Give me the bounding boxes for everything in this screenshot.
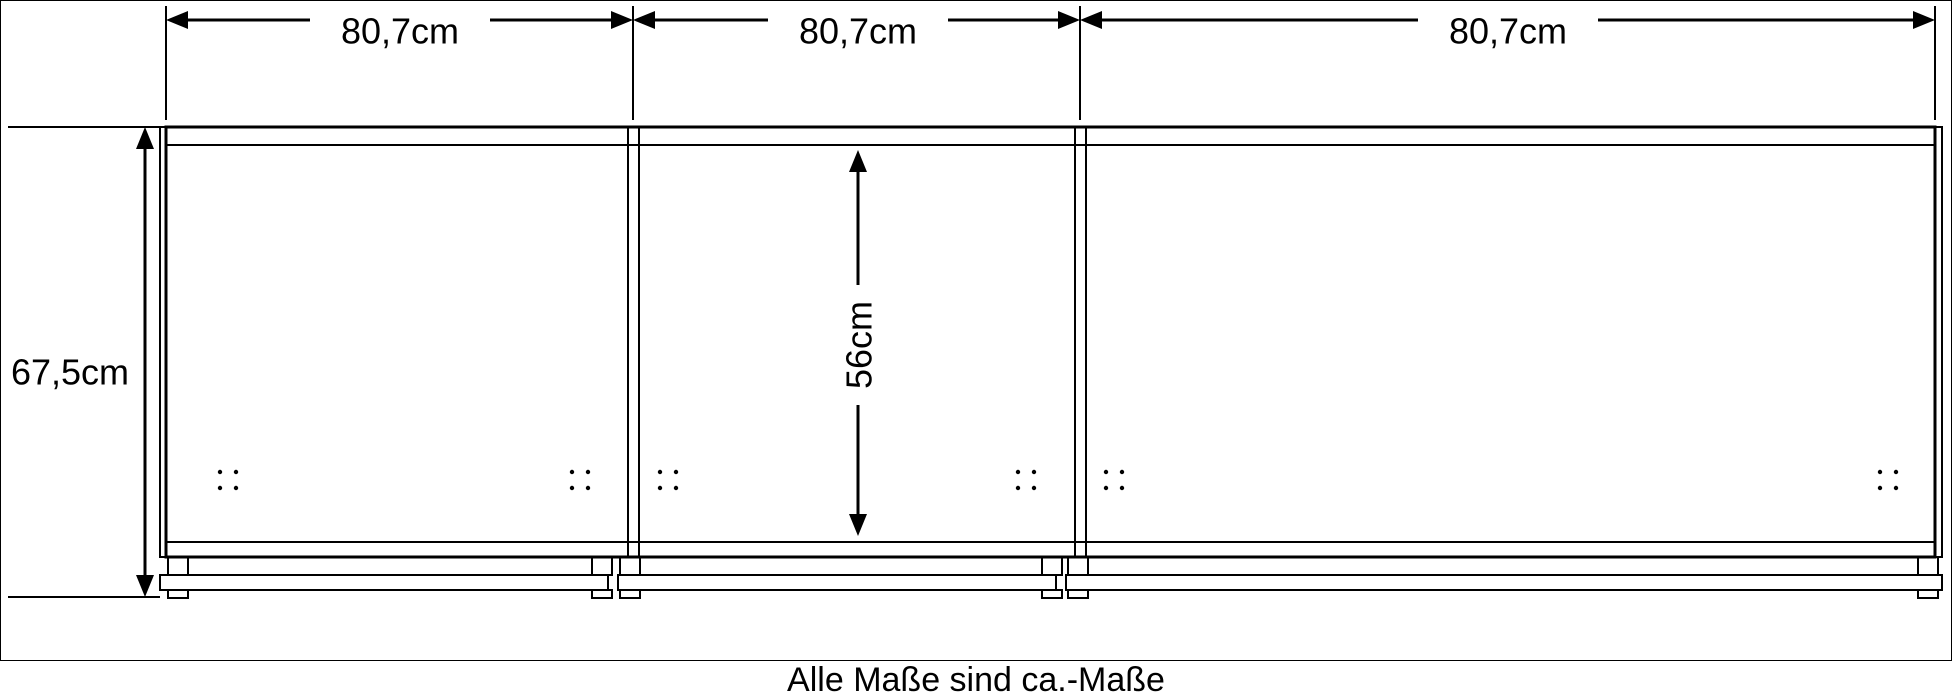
dim-height-label: 67,5cm xyxy=(11,352,129,393)
dim-width-label: 80,7cm xyxy=(341,11,459,52)
caption: Alle Maße sind ca.-Maße xyxy=(0,661,1952,700)
dim-width-label: 80,7cm xyxy=(799,11,917,52)
dim-width-label: 80,7cm xyxy=(1449,11,1567,52)
dim-inner-height-label: 56cm xyxy=(839,301,880,389)
dimension-drawing: 80,7cm 80,7cm 80,7cm 67,5cm 56cm xyxy=(0,0,1952,661)
